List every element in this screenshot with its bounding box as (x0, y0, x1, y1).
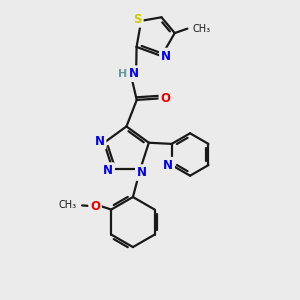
Text: N: N (161, 50, 171, 62)
Text: CH₃: CH₃ (58, 200, 76, 210)
Text: H: H (118, 69, 127, 79)
Text: N: N (129, 67, 139, 80)
Text: N: N (103, 164, 113, 177)
Text: S: S (134, 13, 142, 26)
Text: N: N (94, 135, 105, 148)
Text: N: N (163, 159, 173, 172)
Text: O: O (90, 200, 100, 212)
Text: CH₃: CH₃ (192, 24, 211, 34)
Text: O: O (160, 92, 170, 105)
Text: N: N (137, 166, 147, 179)
